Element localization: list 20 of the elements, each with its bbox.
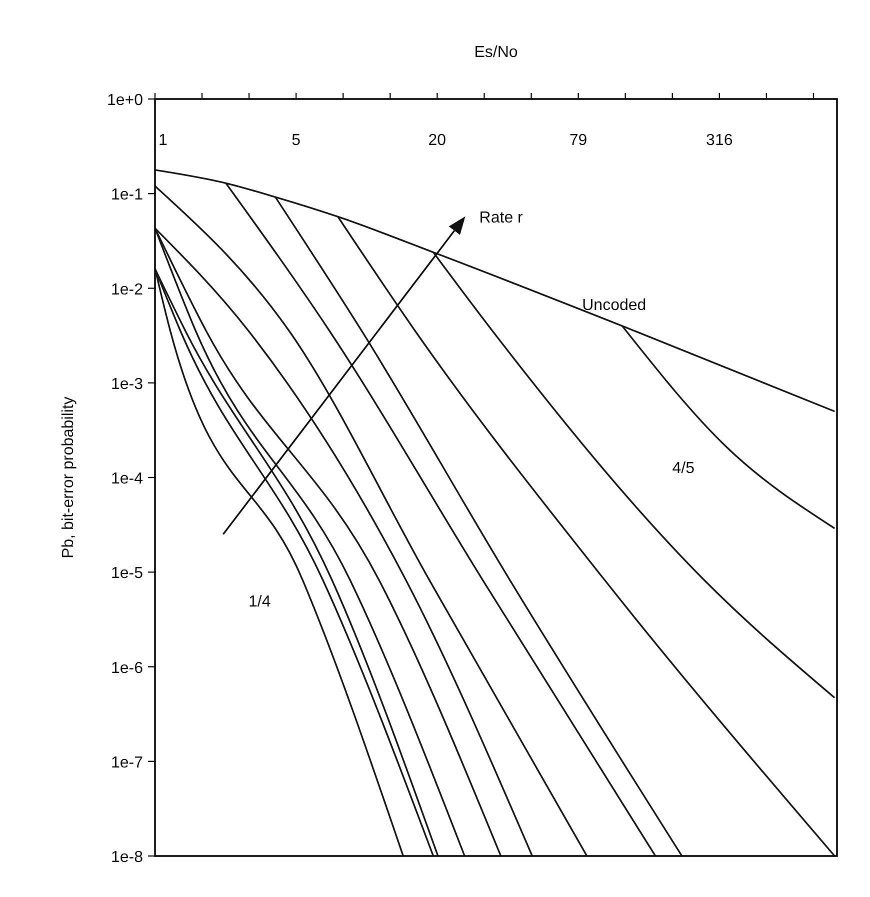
y-tick-label: 1e-5 [110, 565, 144, 582]
y-axis-title: Pb, bit-error probability [60, 396, 77, 558]
series-label: 4/5 [672, 460, 695, 478]
y-tick-label: 1e-8 [110, 849, 144, 866]
y-tick-label: 1e-1 [110, 186, 144, 204]
y-tick-label: 1e-3 [110, 376, 144, 393]
x-tick-label: 5 [292, 132, 301, 149]
x-tick-label: 79 [569, 132, 588, 149]
y-tick-label: 1e+0 [106, 92, 144, 109]
x-tick-label: 20 [428, 132, 446, 149]
y-tick-label: 1e-7 [110, 754, 144, 772]
x-tick-label: 316 [706, 132, 733, 149]
x-axis-title: Es/No [474, 44, 518, 61]
y-tick-label: 1e-6 [110, 660, 144, 677]
x-tick-label: 1 [158, 132, 168, 149]
y-tick-label: 1e-2 [110, 281, 144, 298]
annotation: Rate r [479, 209, 524, 226]
series-label: Uncoded [582, 296, 646, 314]
y-tick-label: 1e-4 [110, 470, 144, 488]
text: 1/4 [248, 593, 271, 610]
